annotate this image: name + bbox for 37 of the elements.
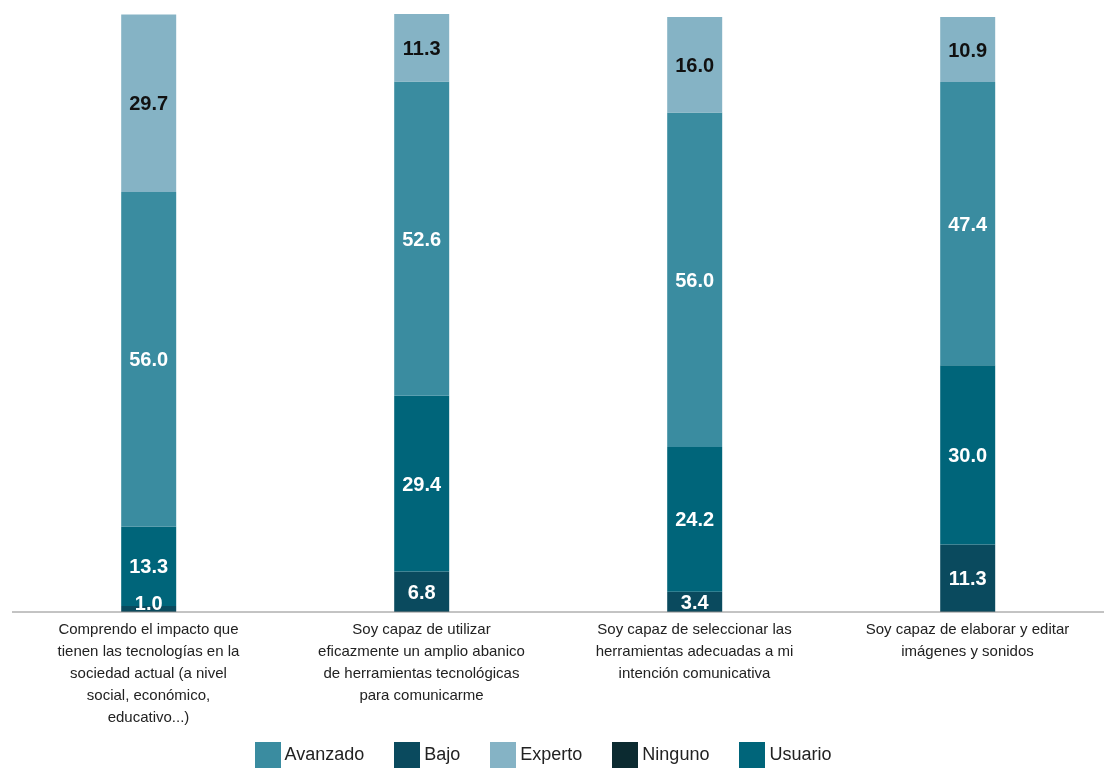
- data-label: 52.6: [402, 227, 442, 250]
- data-label: 13.3: [129, 555, 169, 578]
- x-tick-label: Soy capaz de utilizar eficazmente un amplio abanico de herramientas tecnológicas para comunicarme: [318, 620, 525, 703]
- data-label: 3.4: [680, 590, 710, 613]
- data-label: 29.7: [129, 92, 169, 115]
- data-label: 1.0: [134, 592, 163, 614]
- x-tick-label: Soy capaz de elaborar y editar imágenes y sonidos: [865, 620, 1070, 659]
- x-tick-label: Soy capaz de seleccionar las herramientas adecuadas a mi intención comunicativa: [595, 620, 794, 681]
- bar: [667, 16, 723, 113]
- data-label: 16.0: [675, 53, 715, 76]
- data-label: 6.8: [407, 580, 436, 603]
- legend-label: Experto: [520, 743, 583, 764]
- legend-label: Usuario: [769, 743, 832, 764]
- data-label: 10.9: [948, 38, 988, 61]
- legend-label: Ninguno: [642, 743, 710, 764]
- x-tick-label: Comprendo el impacto que tienen las tecnologías en la sociedad actual (a nivel social, económico, educativo...): [57, 620, 241, 725]
- data-label: 30.0: [948, 443, 988, 466]
- bar: [394, 395, 450, 572]
- bar: [667, 112, 723, 448]
- bar: [667, 447, 723, 592]
- data-label: 11.3: [948, 567, 987, 590]
- bar: [940, 365, 996, 545]
- data-label: 29.4: [402, 472, 443, 495]
- bar: [940, 544, 996, 612]
- data-label: 56.0: [129, 348, 169, 371]
- data-label: 47.4: [948, 212, 989, 235]
- data-label: 11.3: [402, 36, 441, 59]
- legend-label: Avanzado: [284, 743, 365, 764]
- bar: [394, 81, 450, 396]
- bar: [121, 192, 177, 527]
- legend-label: Bajo: [424, 743, 461, 764]
- bar: [940, 16, 996, 83]
- data-label: 24.2: [675, 508, 715, 531]
- bar: [394, 14, 450, 82]
- bar: [940, 82, 996, 366]
- bar: [121, 14, 177, 193]
- data-label: 56.0: [675, 268, 715, 291]
